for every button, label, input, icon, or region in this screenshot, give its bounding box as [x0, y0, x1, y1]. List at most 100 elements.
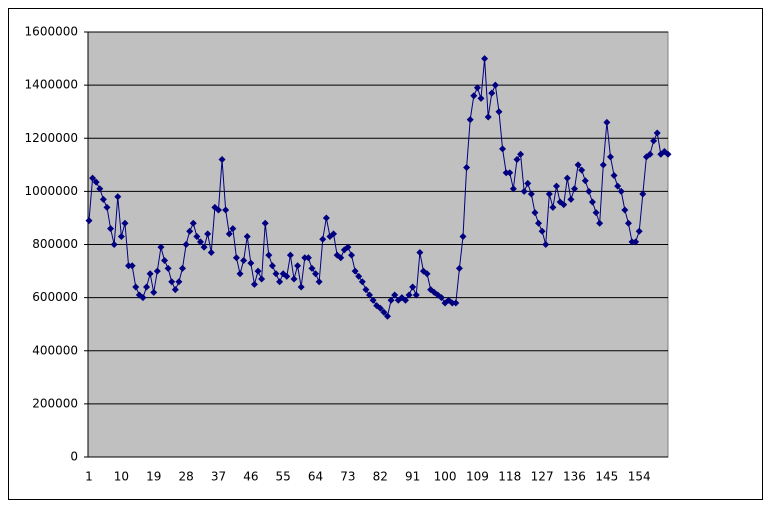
- data-point: [545, 190, 553, 198]
- data-point: [225, 230, 233, 238]
- data-point: [535, 219, 543, 227]
- data-point: [524, 179, 532, 187]
- data-point: [150, 288, 158, 296]
- data-point: [175, 278, 183, 286]
- x-tick-label: 1: [85, 470, 93, 484]
- data-point: [391, 291, 399, 299]
- data-point: [319, 235, 327, 243]
- data-point: [254, 267, 262, 275]
- data-point: [484, 113, 492, 121]
- data-point: [358, 278, 366, 286]
- data-point: [107, 225, 115, 233]
- x-tick-label: 145: [595, 470, 618, 484]
- data-point: [581, 177, 589, 185]
- data-point: [186, 227, 194, 235]
- data-point: [182, 241, 190, 248]
- y-tick-label: 1000000: [25, 184, 78, 198]
- data-point: [570, 185, 578, 193]
- x-tick-label: 64: [308, 470, 323, 484]
- data-point: [610, 171, 618, 179]
- data-point: [236, 270, 244, 278]
- data-point: [243, 233, 251, 241]
- data-point: [592, 209, 600, 217]
- data-point: [139, 294, 147, 302]
- data-point: [574, 161, 582, 169]
- data-point: [315, 278, 323, 286]
- data-point: [376, 304, 384, 312]
- data-point: [200, 243, 208, 251]
- data-point: [513, 156, 521, 163]
- data-point: [549, 203, 557, 211]
- data-point: [477, 94, 485, 102]
- data-point: [509, 185, 517, 193]
- data-point: [189, 219, 197, 227]
- data-point: [204, 230, 212, 238]
- data-point: [161, 256, 169, 264]
- data-point: [628, 238, 636, 246]
- data-point: [214, 206, 222, 214]
- x-tick-label: 154: [628, 470, 651, 484]
- data-point: [639, 190, 647, 198]
- x-tick-label: 37: [211, 470, 226, 484]
- data-point: [308, 264, 316, 272]
- data-point: [125, 262, 133, 270]
- x-tick-label: 118: [498, 470, 521, 484]
- data-point: [312, 270, 320, 278]
- data-point: [603, 118, 611, 126]
- data-point: [527, 190, 535, 198]
- data-point: [362, 286, 370, 294]
- data-point: [448, 299, 456, 307]
- data-point: [506, 169, 514, 177]
- data-point: [322, 214, 330, 222]
- data-point: [632, 238, 640, 246]
- data-point: [132, 283, 140, 291]
- data-point: [380, 308, 388, 316]
- data-point: [247, 259, 255, 267]
- y-tick-label: 400000: [32, 343, 78, 357]
- x-tick-label: 28: [178, 470, 193, 484]
- data-point: [599, 161, 607, 169]
- data-point: [171, 286, 179, 294]
- data-point: [366, 291, 374, 299]
- data-point: [294, 262, 302, 270]
- y-tick-label: 600000: [32, 290, 78, 304]
- x-tick-label: 73: [340, 470, 355, 484]
- data-point: [416, 248, 424, 256]
- data-point: [286, 251, 294, 259]
- data-point: [520, 187, 528, 195]
- y-tick-label: 200000: [32, 396, 78, 410]
- data-point: [146, 270, 154, 278]
- data-point: [276, 278, 284, 286]
- x-tick-label: 109: [466, 470, 489, 484]
- data-point: [179, 264, 187, 272]
- data-point: [218, 156, 226, 163]
- data-point: [517, 150, 525, 158]
- data-point: [265, 251, 273, 259]
- data-point: [495, 108, 503, 116]
- data-point: [196, 238, 204, 246]
- data-point: [470, 92, 478, 100]
- data-point: [304, 254, 312, 262]
- data-point: [297, 283, 305, 291]
- data-point: [301, 254, 309, 262]
- data-point: [488, 89, 496, 97]
- data-point: [437, 294, 445, 302]
- data-point: [250, 280, 258, 288]
- x-tick-label: 91: [405, 470, 420, 484]
- data-point: [355, 272, 363, 280]
- data-point: [85, 217, 93, 225]
- data-point: [481, 55, 489, 63]
- data-point: [499, 145, 507, 153]
- data-point: [337, 254, 345, 262]
- data-point: [617, 187, 625, 195]
- data-point: [412, 291, 420, 299]
- data-point: [502, 169, 510, 177]
- data-point: [596, 219, 604, 227]
- data-point: [121, 219, 129, 227]
- data-point: [560, 201, 568, 209]
- data-point: [387, 296, 395, 304]
- data-point: [624, 219, 632, 227]
- y-tick-label: 1200000: [25, 131, 78, 145]
- x-tick-label: 19: [146, 470, 161, 484]
